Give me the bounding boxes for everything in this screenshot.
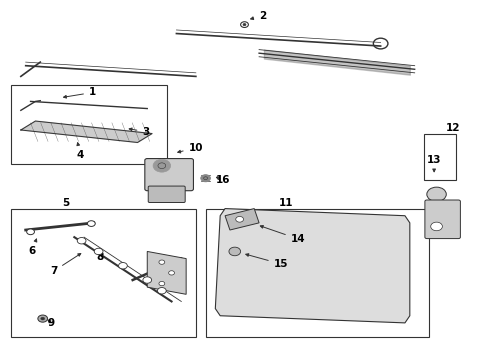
Circle shape — [157, 288, 166, 294]
Circle shape — [77, 238, 86, 244]
Text: 3: 3 — [129, 127, 149, 137]
Text: 10: 10 — [178, 143, 203, 153]
Circle shape — [41, 317, 44, 320]
Circle shape — [168, 271, 174, 275]
Circle shape — [235, 216, 243, 222]
Circle shape — [38, 315, 47, 322]
Text: 8: 8 — [96, 252, 103, 262]
Text: 13: 13 — [426, 156, 441, 172]
Text: 1: 1 — [63, 87, 96, 98]
Bar — [205, 208, 428, 337]
Text: 14: 14 — [260, 225, 305, 244]
Bar — [11, 208, 196, 337]
Text: 4: 4 — [77, 143, 84, 160]
Circle shape — [430, 222, 442, 231]
Circle shape — [159, 282, 164, 286]
Text: 15: 15 — [245, 254, 287, 269]
Text: 6: 6 — [28, 239, 37, 256]
Text: 16: 16 — [215, 175, 229, 185]
Circle shape — [426, 187, 446, 202]
Circle shape — [87, 221, 95, 226]
Circle shape — [201, 175, 210, 182]
Text: 7: 7 — [50, 253, 81, 276]
Circle shape — [27, 229, 34, 235]
Circle shape — [118, 262, 127, 269]
FancyBboxPatch shape — [424, 200, 459, 239]
Circle shape — [243, 23, 245, 26]
Bar — [11, 85, 166, 164]
Polygon shape — [21, 121, 152, 143]
FancyBboxPatch shape — [144, 158, 193, 191]
FancyBboxPatch shape — [148, 186, 185, 203]
Text: 5: 5 — [62, 198, 69, 208]
Circle shape — [153, 159, 170, 172]
Circle shape — [159, 260, 164, 264]
Circle shape — [94, 248, 103, 255]
Bar — [424, 134, 455, 180]
Circle shape — [228, 247, 240, 256]
Circle shape — [142, 277, 151, 283]
Text: 2: 2 — [250, 11, 266, 21]
Polygon shape — [147, 251, 186, 294]
Text: 12: 12 — [446, 123, 460, 133]
Text: 11: 11 — [278, 198, 292, 208]
Polygon shape — [215, 208, 409, 323]
Text: 9: 9 — [47, 318, 55, 328]
Polygon shape — [224, 208, 259, 230]
